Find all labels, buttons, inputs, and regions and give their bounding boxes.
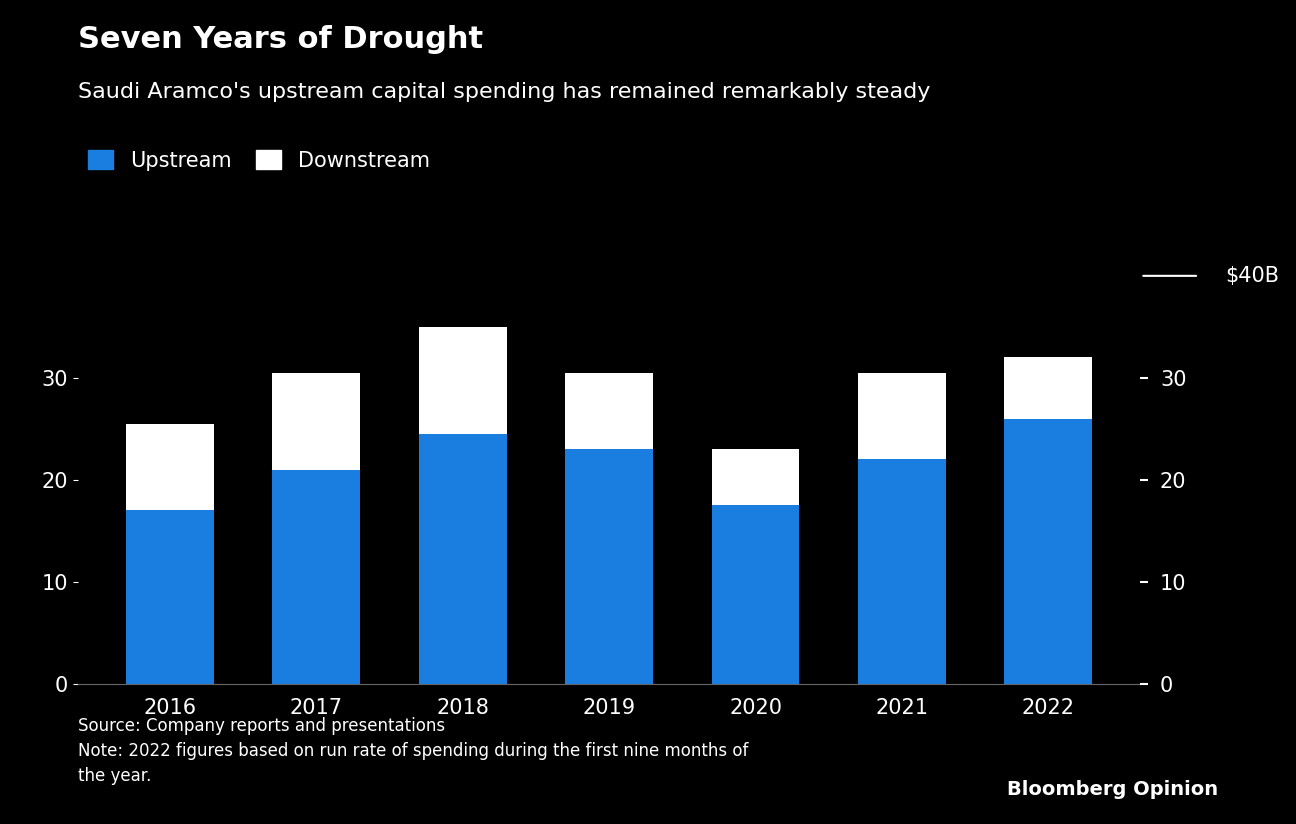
Bar (565, 449, 653, 684)
Bar (419, 327, 507, 434)
Bar (126, 424, 214, 511)
Bar (272, 372, 360, 470)
Bar (712, 449, 800, 505)
Bar (858, 460, 946, 684)
Bar (1004, 419, 1093, 684)
Bar (712, 505, 800, 684)
Text: $40B: $40B (1226, 266, 1279, 286)
Text: Saudi Aramco's upstream capital spending has remained remarkably steady: Saudi Aramco's upstream capital spending… (78, 82, 931, 102)
Bar (858, 372, 946, 460)
Bar (272, 470, 360, 684)
Text: Source: Company reports and presentations
Note: 2022 figures based on run rate o: Source: Company reports and presentation… (78, 717, 748, 785)
Text: Seven Years of Drought: Seven Years of Drought (78, 25, 483, 54)
Bar (1004, 358, 1093, 419)
Bar (565, 372, 653, 449)
Bar (419, 434, 507, 684)
Text: Bloomberg Opinion: Bloomberg Opinion (1007, 780, 1218, 799)
Bar (126, 511, 214, 684)
Legend: Upstream, Downstream: Upstream, Downstream (88, 151, 430, 171)
